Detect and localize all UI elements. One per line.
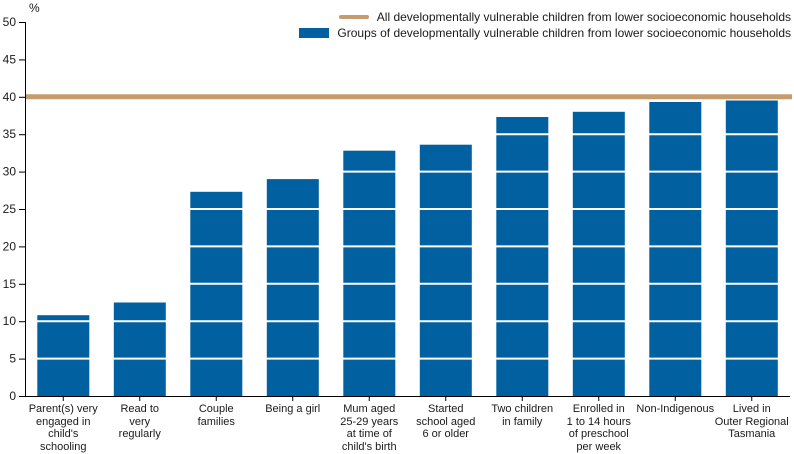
y-tick-label: 40 <box>3 90 17 104</box>
legend: All developmentally vulnerable children … <box>299 10 791 40</box>
y-tick-label: 20 <box>3 239 17 253</box>
y-tick-label: 10 <box>3 314 17 328</box>
y-tick-label: 30 <box>3 165 17 179</box>
bar <box>266 179 319 396</box>
bar <box>572 111 625 397</box>
bar <box>113 302 166 396</box>
bar <box>725 100 778 396</box>
series-swatch-icon <box>299 28 330 38</box>
reference-line-swatch-icon <box>338 15 369 19</box>
y-tick-label: 0 <box>9 389 16 403</box>
y-tick-label: 35 <box>3 127 17 141</box>
bar <box>496 117 549 396</box>
legend-label-bars: Groups of developmentally vulnerable chi… <box>337 26 791 40</box>
y-axis-unit-label: % <box>29 1 40 15</box>
legend-label-reference-line: All developmentally vulnerable children … <box>376 10 791 24</box>
bar <box>649 102 702 396</box>
y-tick-label: 45 <box>3 52 17 66</box>
y-tick-label: 15 <box>3 277 17 291</box>
legend-item-bars: Groups of developmentally vulnerable chi… <box>299 26 791 40</box>
legend-item-reference-line: All developmentally vulnerable children … <box>338 10 791 24</box>
y-tick-label: 25 <box>3 202 17 216</box>
y-tick-label: 50 <box>3 15 17 29</box>
bar <box>190 191 243 396</box>
bar <box>419 144 472 396</box>
bar <box>343 150 396 396</box>
y-tick-label: 5 <box>9 352 16 366</box>
bar <box>37 315 90 396</box>
